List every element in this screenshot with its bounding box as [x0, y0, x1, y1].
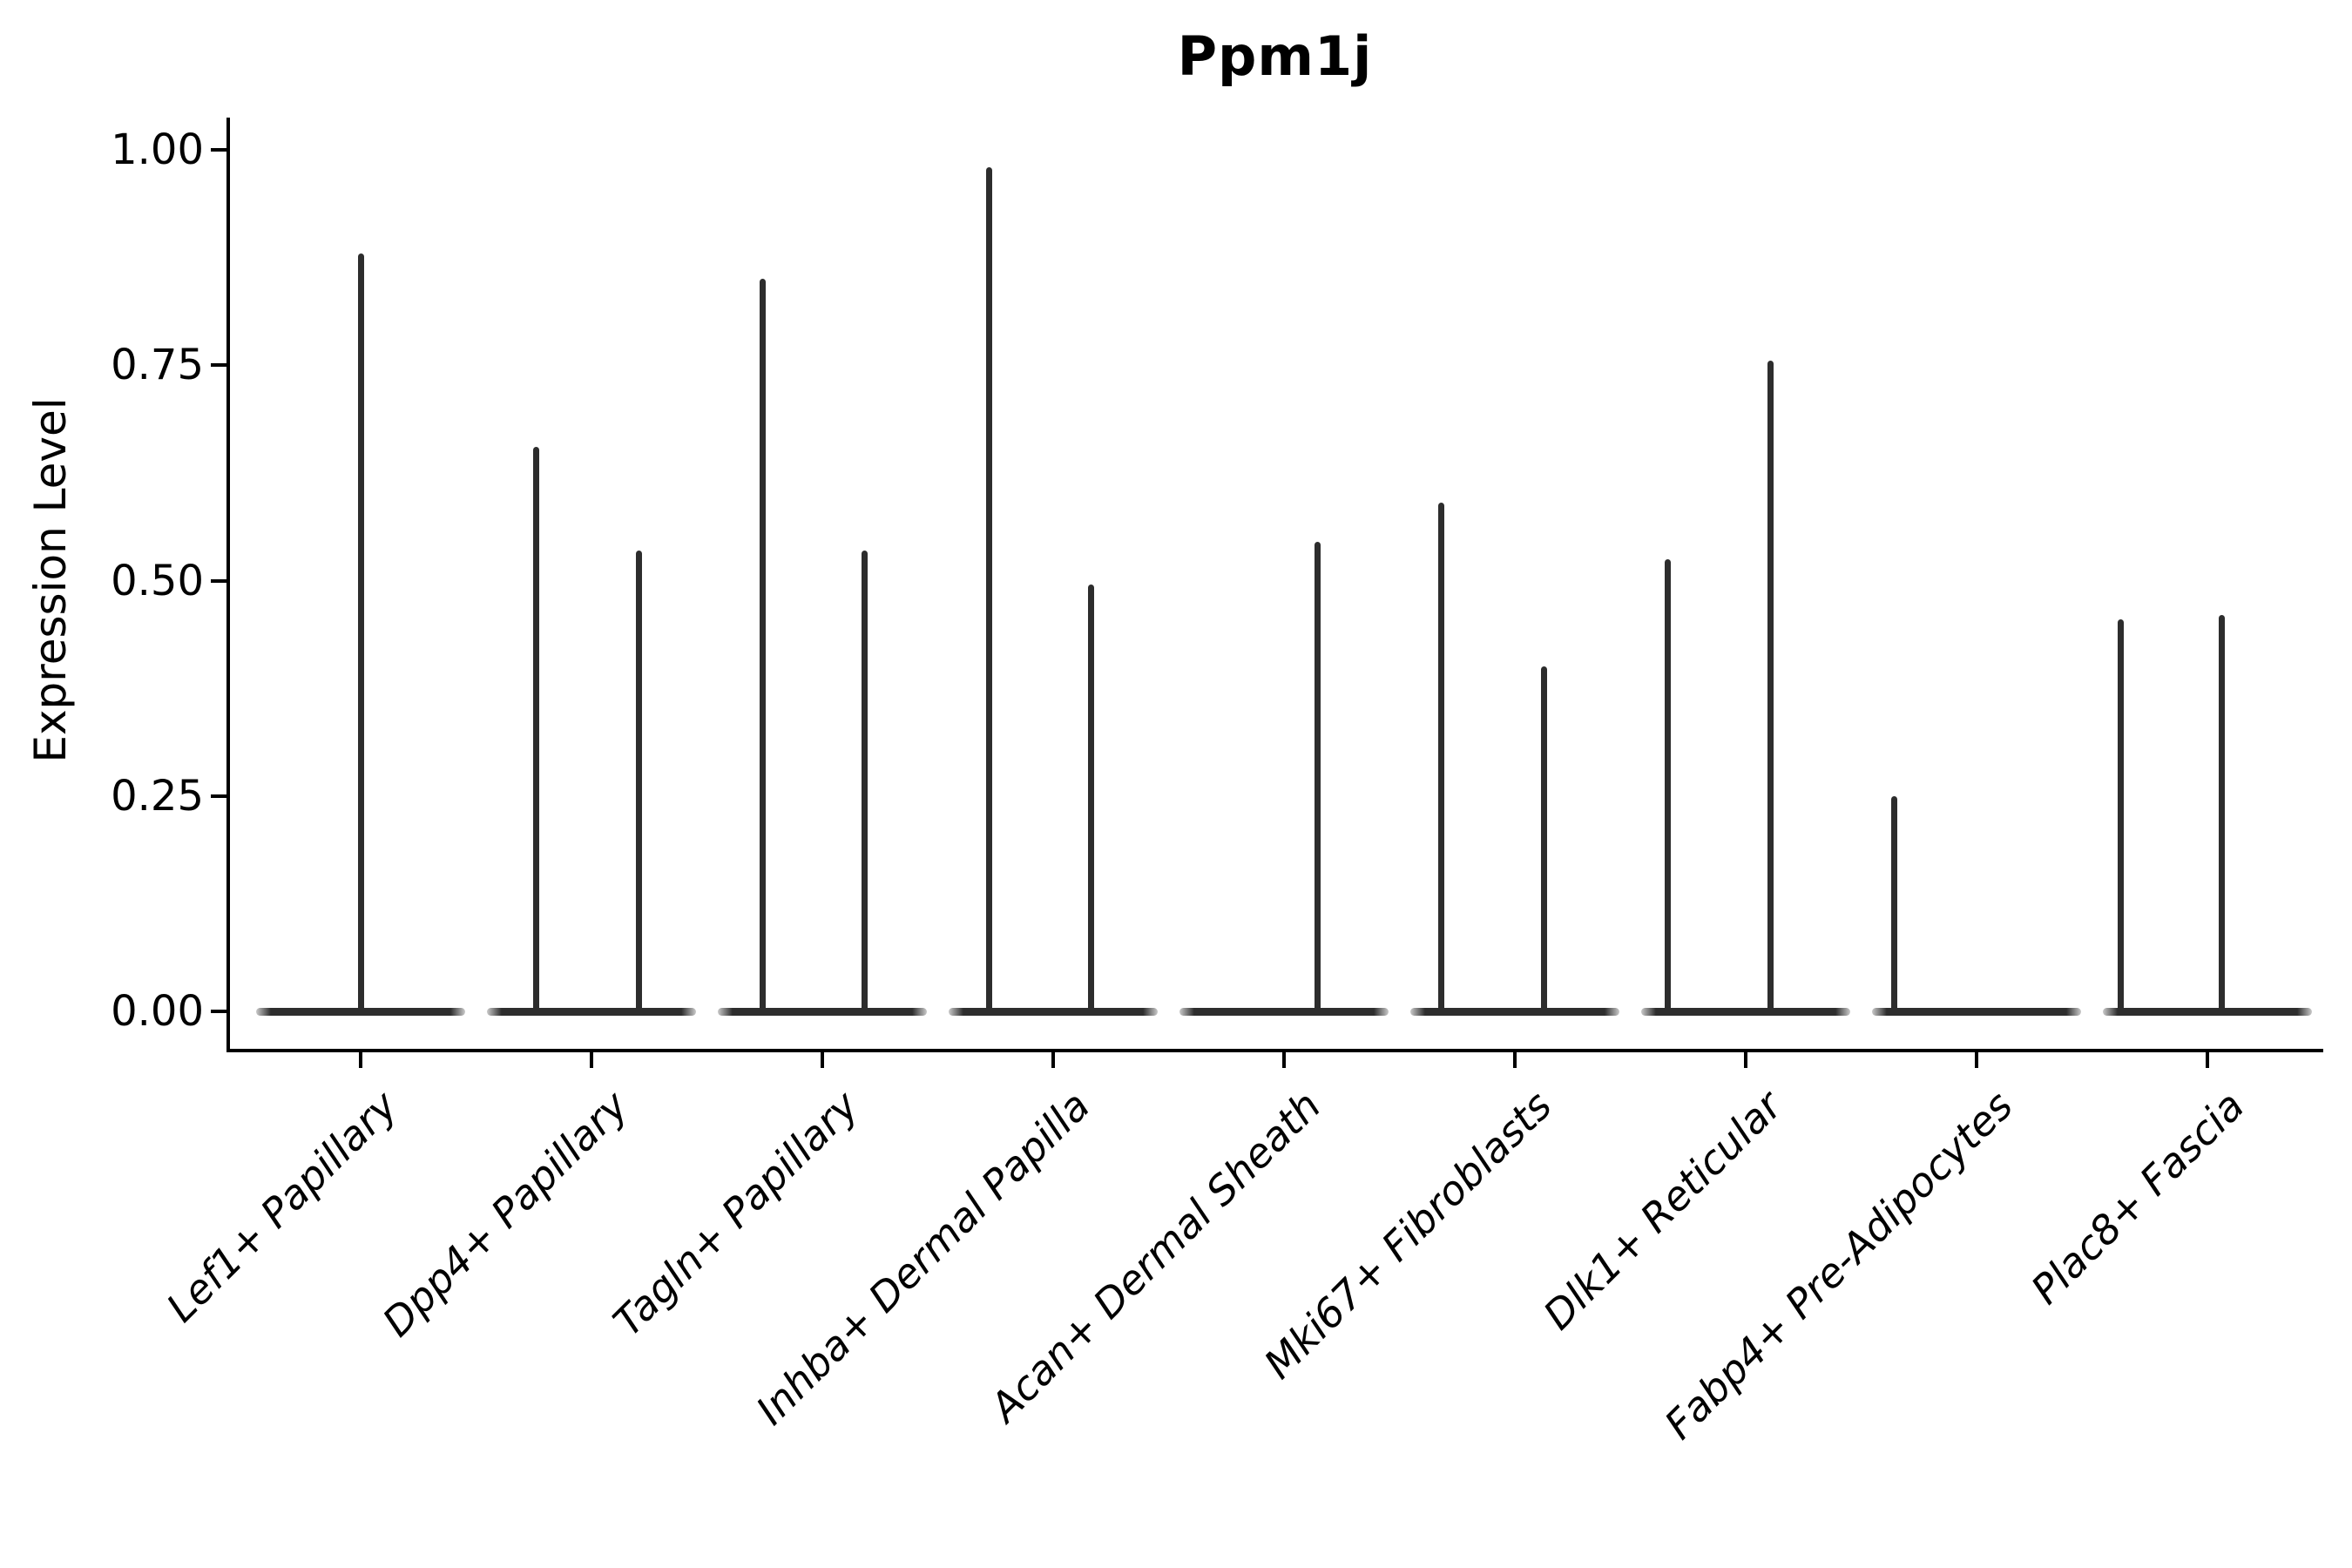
violin-baseline: [2103, 1008, 2312, 1016]
violin-spike: [1890, 795, 1897, 1015]
x-tick-mark: [1513, 1052, 1517, 1068]
violin-spike: [1437, 503, 1444, 1015]
violin-spike: [759, 279, 766, 1015]
y-tick-mark: [211, 1010, 226, 1013]
x-tick-mark: [359, 1052, 362, 1068]
violin-spike: [861, 550, 868, 1015]
x-tick-mark: [590, 1052, 593, 1068]
y-tick-label: 1.00: [111, 125, 204, 174]
x-tick-label: Dlk1+ Reticular: [1534, 1082, 1792, 1339]
violin-baseline: [718, 1008, 927, 1016]
x-tick-label: Plac8+ Fascia: [2021, 1082, 2254, 1314]
violin-spike: [1314, 541, 1321, 1015]
y-tick-label: 0.50: [111, 556, 204, 605]
violin-baseline: [949, 1008, 1158, 1016]
violin-spike: [1540, 666, 1547, 1015]
violin-spike: [985, 166, 992, 1015]
y-tick-mark: [211, 578, 226, 583]
x-tick-mark: [1282, 1052, 1286, 1068]
violin-baseline: [1179, 1008, 1389, 1016]
violin-spike: [1664, 558, 1671, 1015]
y-axis-label: Expression Level: [25, 397, 76, 763]
chart-title: Ppm1j: [1177, 24, 1373, 88]
y-tick-label: 0.75: [111, 341, 204, 390]
violin-baseline: [1410, 1008, 1619, 1016]
x-tick-mark: [1744, 1052, 1747, 1068]
plot-area: [226, 118, 2323, 1052]
x-tick-mark: [1051, 1052, 1055, 1068]
y-tick-mark: [211, 794, 226, 798]
y-tick-label: 0.25: [111, 771, 204, 821]
violin-baseline: [1872, 1008, 2081, 1016]
x-tick-mark: [1975, 1052, 1978, 1068]
violin-baseline: [487, 1008, 696, 1016]
y-tick-mark: [211, 148, 226, 152]
x-tick-label: Tagln+ Papillary: [604, 1082, 868, 1346]
violin-spike: [635, 550, 642, 1015]
violin-spike: [1087, 585, 1094, 1015]
x-tick-mark: [2206, 1052, 2209, 1068]
violin-spike: [1767, 361, 1774, 1015]
x-tick-mark: [821, 1052, 824, 1068]
violin-spike: [2117, 619, 2124, 1015]
violin-spike: [357, 253, 364, 1015]
y-tick-label: 0.00: [111, 987, 204, 1036]
x-tick-label: Lef1+ Papillary: [157, 1082, 407, 1331]
x-tick-label: Dpp4+ Papillary: [373, 1082, 638, 1346]
y-tick-mark: [211, 363, 226, 368]
violin-spike: [2218, 615, 2225, 1015]
violin-spike: [532, 447, 539, 1015]
violin-baseline: [1641, 1008, 1850, 1016]
